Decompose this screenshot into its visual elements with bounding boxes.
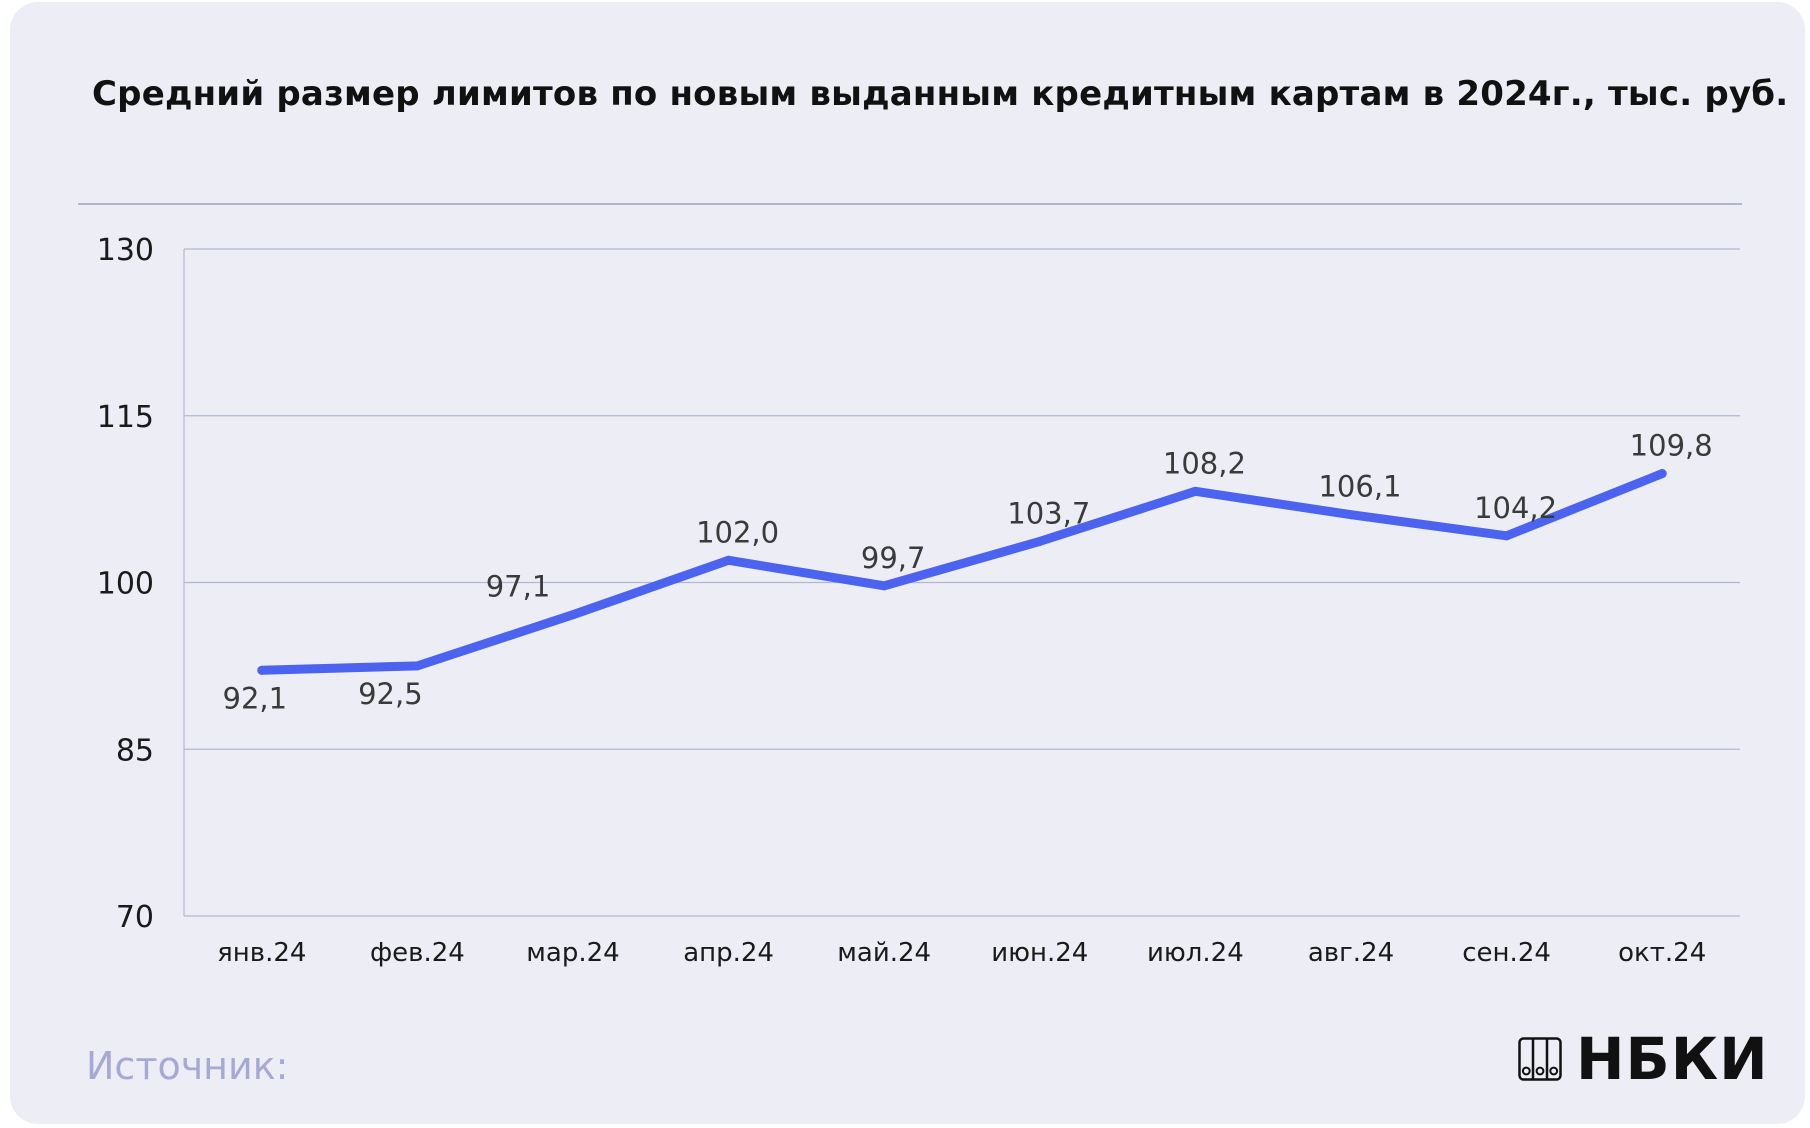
data-label: 109,8 bbox=[1630, 429, 1713, 463]
logo: НБКИ bbox=[1518, 1028, 1769, 1090]
x-tick-label: апр.24 bbox=[683, 938, 774, 968]
data-point bbox=[568, 610, 578, 620]
x-tick-label: июн.24 bbox=[991, 938, 1088, 968]
data-point bbox=[1346, 510, 1356, 520]
axis-layer: 70 85 100 115 130 янв.24 фев.24 мар.24 апр.24 май… bbox=[97, 233, 1707, 968]
x-tick-label: авг.24 bbox=[1308, 938, 1394, 968]
data-label: 104,2 bbox=[1474, 491, 1557, 525]
y-tick-label: 130 bbox=[97, 233, 154, 268]
data-label: 103,7 bbox=[1007, 496, 1090, 530]
data-point bbox=[1502, 531, 1512, 541]
x-tick-label: фев.24 bbox=[370, 938, 465, 968]
logo-text: НБКИ bbox=[1576, 1025, 1769, 1093]
data-point bbox=[1035, 536, 1045, 546]
data-label: 92,1 bbox=[223, 681, 288, 715]
source-label: Источник: bbox=[86, 1044, 289, 1088]
binders-icon bbox=[1518, 1037, 1562, 1081]
data-label: 102,0 bbox=[696, 515, 779, 549]
y-tick-label: 100 bbox=[97, 567, 154, 602]
x-tick-label: янв.24 bbox=[217, 938, 306, 968]
x-tick-label: мар.24 bbox=[526, 938, 619, 968]
x-tick-label: май.24 bbox=[837, 938, 931, 968]
data-label: 99,7 bbox=[861, 541, 926, 575]
y-tick-label: 115 bbox=[97, 400, 154, 435]
data-label: 108,2 bbox=[1163, 446, 1246, 480]
x-tick-label: июл.24 bbox=[1147, 938, 1244, 968]
data-point bbox=[879, 581, 889, 591]
y-tick-label: 70 bbox=[116, 900, 154, 935]
data-point bbox=[412, 661, 422, 671]
chart-title: Средний размер лимитов по новым выданным… bbox=[92, 74, 1789, 114]
data-point bbox=[1657, 469, 1667, 479]
grid-layer bbox=[184, 248, 1740, 917]
data-point bbox=[724, 555, 734, 565]
y-tick-label: 85 bbox=[116, 733, 154, 768]
series-layer bbox=[257, 469, 1667, 675]
data-point bbox=[1190, 486, 1200, 496]
series-line bbox=[257, 469, 1667, 675]
data-label: 97,1 bbox=[486, 570, 551, 604]
label-layer: 92,1 92,5 97,1 102,0 99,7 103,7 108,2 106,1 104,… bbox=[223, 429, 1713, 716]
x-tick-label: окт.24 bbox=[1618, 938, 1706, 968]
data-label: 92,5 bbox=[358, 677, 423, 711]
data-label: 106,1 bbox=[1318, 470, 1401, 504]
x-tick-label: сен.24 bbox=[1462, 938, 1551, 968]
data-point bbox=[257, 665, 267, 675]
chart-card bbox=[10, 2, 1805, 1124]
